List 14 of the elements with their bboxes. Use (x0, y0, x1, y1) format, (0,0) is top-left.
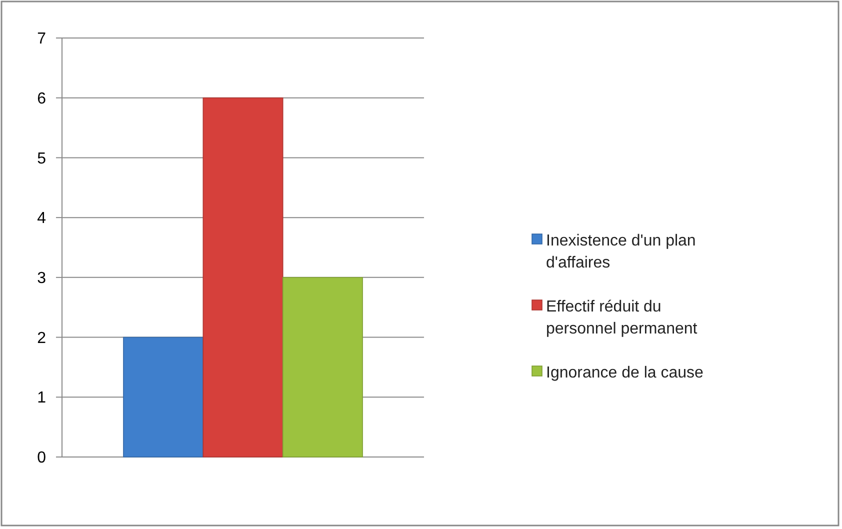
y-tick-label: 6 (37, 90, 46, 108)
bar (123, 336, 204, 458)
y-tick-label: 7 (37, 30, 46, 48)
y-tick-label: 1 (37, 390, 46, 407)
legend-label: Effectif réduit du personnel permanent (546, 298, 698, 338)
legend-label: Ignorance de la cause (546, 364, 704, 382)
y-tick-label: 4 (37, 210, 46, 228)
y-tick-label: 0 (37, 450, 46, 467)
y-tick-label: 2 (37, 330, 46, 347)
y-tick-label: 5 (37, 150, 46, 168)
bar (282, 277, 363, 458)
legend-label: Inexistence d'un plan d'affaires (546, 232, 696, 272)
y-tick-label: 3 (37, 270, 46, 288)
bar (202, 97, 284, 458)
